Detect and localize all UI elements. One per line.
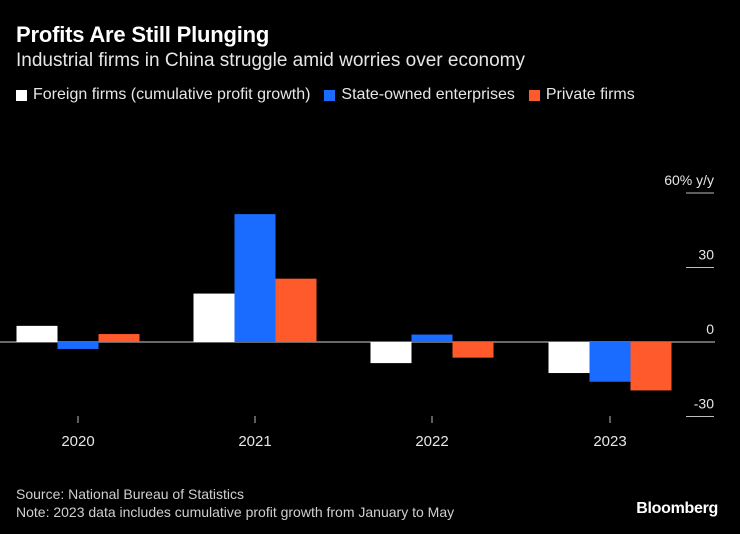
bar-state-2023 [589,342,631,382]
bar-private-2022 [452,342,494,358]
bar-foreign-2023 [548,342,590,374]
y-tick-label: 30 [698,247,714,263]
legend-label-foreign: Foreign firms (cumulative profit growth) [33,86,311,103]
y-tick-label: -30 [694,396,714,412]
legend-swatch-private [528,89,540,101]
y-tick-label: 0 [706,321,714,337]
legend: Foreign firms (cumulative profit growth)… [16,86,635,104]
bar-state-2021 [234,214,276,342]
x-tick-label: 2020 [61,433,94,450]
legend-item-state: State-owned enterprises [324,86,515,104]
bar-private-2021 [275,278,317,342]
source-note: Source: National Bureau of Statistics [16,486,245,502]
y-tick-label: 60% y/y [664,172,714,188]
bloomberg-logo: Bloomberg [636,500,718,517]
legend-label-private: Private firms [545,86,635,103]
chart-subtitle: Industrial firms in China struggle amid … [16,50,525,71]
bar-state-2022 [411,334,453,342]
bar-foreign-2022 [370,342,412,364]
x-tick-label: 2022 [415,433,448,450]
bar-state-2020 [57,342,99,349]
legend-swatch-foreign [16,89,27,101]
bar-private-2020 [98,334,140,342]
x-tick-label: 2023 [593,433,626,450]
chart-title: Profits Are Still Plunging [16,22,270,47]
legend-item-foreign: Foreign firms (cumulative profit growth) [16,86,310,104]
bar-foreign-2020 [16,325,58,342]
footnote: Note: 2023 data includes cumulative prof… [16,504,455,520]
legend-item-private: Private firms [528,86,635,104]
legend-label-state: State-owned enterprises [341,86,515,103]
bar-foreign-2021 [193,293,235,342]
bar-private-2023 [630,342,672,391]
x-tick-label: 2021 [238,433,271,450]
legend-swatch-state [324,89,336,101]
